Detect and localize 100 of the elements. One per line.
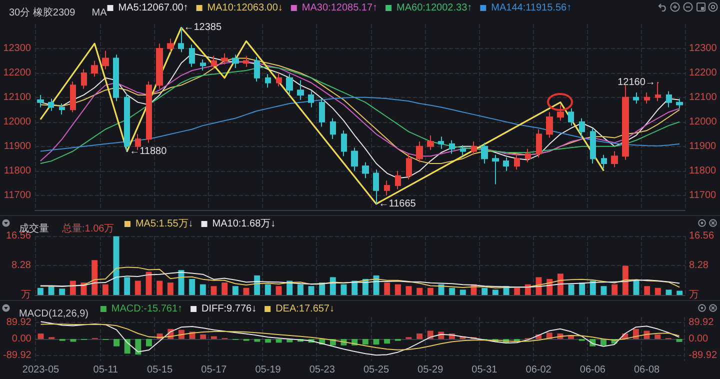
y-tick-label: 11900 [4,140,32,152]
x-tick-label: 05-23 [309,364,336,376]
candlestick [113,54,119,102]
candlestick [481,142,488,164]
candlestick [102,50,109,70]
candlestick [514,153,520,170]
annotation: ←11880 [130,146,168,157]
candlestick [59,103,65,116]
x-tick-label: 05-17 [201,364,228,376]
candlestick [81,68,87,90]
chart-title: MACD(12,26,9) [19,308,88,320]
candlestick [308,90,314,108]
candlestick [265,74,271,88]
candlestick [438,136,444,150]
legend-label: MA10:1.68万↓ [212,218,276,230]
annotation: 12160→ [618,77,656,88]
legend-label: MA10:12063.00↓ [207,2,283,14]
line-series [40,323,680,350]
x-tick-label: 05-19 [255,364,282,376]
bar [276,339,282,343]
candlestick [666,90,672,108]
y2-tick-label: 89.92 [688,317,714,328]
y-tick-label: 12300 [3,42,32,54]
bar [460,290,466,295]
candlestick [362,162,369,179]
bar [243,288,250,295]
y-tick-label: 0.00 [12,334,32,344]
bar [394,284,401,295]
bar [633,280,640,295]
y2-tick-label: 16.56 [689,230,714,242]
candlestick [232,54,239,69]
candlestick [156,43,163,90]
y-tick-label: -89.92 [2,350,32,361]
bar [254,339,260,342]
legend-label: MACD:-15.761↑ [111,304,183,314]
y-tick-label: 11700 [4,190,32,201]
bar [135,339,142,355]
bar [37,288,44,295]
candlestick [546,112,553,138]
legend-label: MA60:12002.33↑ [396,2,472,14]
candlestick [254,56,260,82]
line-series [40,272,680,288]
y2-tick-label: 0.00 [688,334,709,344]
x-tick-label: 05-29 [418,364,444,376]
candlestick [568,108,574,126]
bar [352,280,358,295]
candlestick [276,72,282,87]
bar [265,339,271,343]
annotation: ←12385 [184,22,222,34]
candlestick [395,170,401,190]
candlestick [351,147,358,172]
legend-label: DIFF:9.776↓ [202,304,257,314]
candlestick [146,81,152,144]
bar [384,282,390,295]
bar [297,284,304,295]
y-tick-label: 12000 [3,116,32,128]
bar [557,274,564,295]
x-tick-label: 05-15 [147,364,174,376]
bar [156,280,163,295]
bar [632,328,639,339]
bar [38,334,44,339]
x-tick-label: 05-25 [363,364,390,376]
candlestick [384,180,390,196]
bar [654,334,661,339]
candlestick [211,55,217,70]
bar [622,266,628,295]
candlestick [37,94,44,108]
candlestick [427,134,434,151]
candlestick [579,118,585,138]
bar [600,286,607,295]
candlestick [200,58,206,71]
line-series [40,321,680,356]
bar [210,336,217,339]
bar [102,284,108,295]
bar [514,288,520,295]
bar [330,277,336,295]
bar [416,334,422,339]
candlestick [557,104,564,122]
x-tick-label: 05-11 [93,364,119,376]
bar [146,339,152,346]
candlestick [341,130,347,157]
bar [579,282,586,295]
candlestick [48,98,54,112]
candlestick [676,98,683,109]
candlestick [330,118,336,140]
candlestick [492,154,499,185]
bar [644,286,650,295]
y2-tick-label: 11800 [689,165,717,176]
bar [482,288,488,295]
y2-tick-label: 12300 [689,42,718,54]
bar [59,288,66,295]
bar [666,290,672,295]
candlestick [167,38,174,53]
bar [276,286,282,295]
candlestick [601,154,607,169]
candlestick [297,80,304,100]
bar [449,288,456,295]
line-series [40,266,680,288]
bar [167,282,174,295]
candlestick [406,153,412,180]
